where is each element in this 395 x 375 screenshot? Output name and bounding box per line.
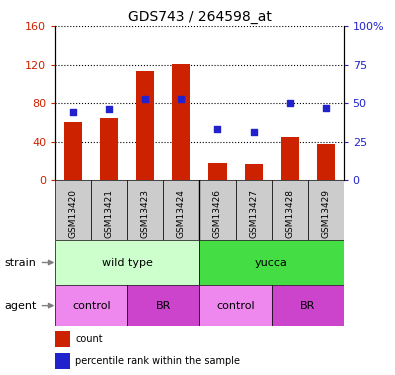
Text: yucca: yucca <box>255 258 288 267</box>
Bar <box>317 144 335 180</box>
Bar <box>245 164 263 180</box>
Bar <box>199 240 344 285</box>
Text: control: control <box>72 301 111 310</box>
Text: GSM13423: GSM13423 <box>141 189 150 238</box>
Text: BR: BR <box>156 301 171 310</box>
Bar <box>280 137 299 180</box>
Text: control: control <box>216 301 255 310</box>
Text: GSM13429: GSM13429 <box>321 189 330 238</box>
Bar <box>199 285 272 326</box>
Bar <box>55 180 91 240</box>
Point <box>322 105 329 111</box>
Text: GSM13427: GSM13427 <box>249 189 258 238</box>
Bar <box>199 180 235 240</box>
Point <box>250 129 257 135</box>
Bar <box>164 180 199 240</box>
Bar <box>55 331 70 346</box>
Point <box>214 126 221 132</box>
Bar <box>91 180 127 240</box>
Title: GDS743 / 264598_at: GDS743 / 264598_at <box>128 10 271 24</box>
Bar <box>127 285 199 326</box>
Bar <box>55 285 127 326</box>
Bar <box>308 180 344 240</box>
Point <box>106 106 113 112</box>
Text: wild type: wild type <box>102 258 153 267</box>
Text: strain: strain <box>4 258 36 267</box>
Text: BR: BR <box>300 301 315 310</box>
Point <box>142 96 149 102</box>
Point <box>178 96 184 102</box>
Text: count: count <box>75 334 103 344</box>
Text: GSM13421: GSM13421 <box>105 189 114 238</box>
Bar <box>136 71 154 180</box>
Text: agent: agent <box>4 301 36 310</box>
Text: GSM13428: GSM13428 <box>285 189 294 238</box>
Bar <box>235 180 272 240</box>
Bar <box>209 163 226 180</box>
Bar <box>100 117 118 180</box>
Bar <box>272 180 308 240</box>
Bar <box>55 240 199 285</box>
Point <box>70 110 77 116</box>
Text: percentile rank within the sample: percentile rank within the sample <box>75 356 241 366</box>
Text: GSM13426: GSM13426 <box>213 189 222 238</box>
Bar <box>173 64 190 180</box>
Bar <box>64 122 82 180</box>
Point <box>286 100 293 106</box>
Text: GSM13424: GSM13424 <box>177 189 186 238</box>
Text: GSM13420: GSM13420 <box>69 189 78 238</box>
Bar <box>127 180 164 240</box>
Bar <box>272 285 344 326</box>
Bar <box>55 353 70 369</box>
